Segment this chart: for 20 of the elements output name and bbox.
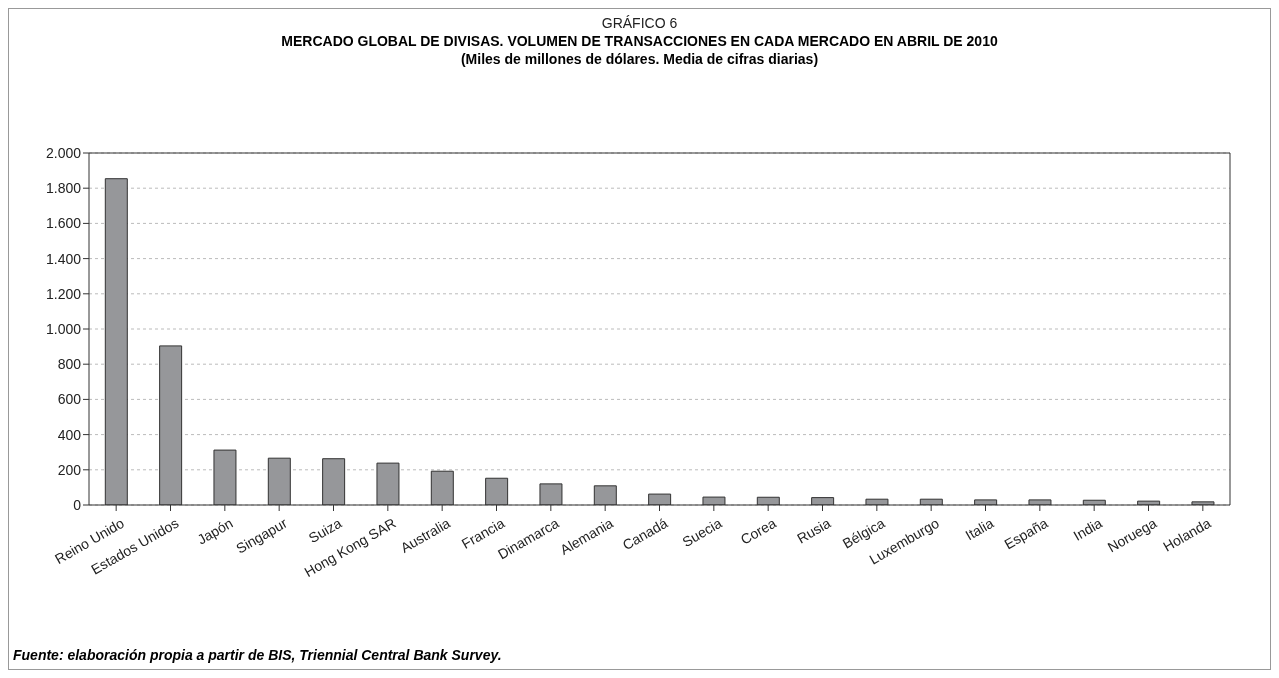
source-note: Fuente: elaboración propia a partir de BIS, Triennial Central Bank Survey.: [13, 647, 502, 663]
x-tick-label: Corea: [737, 514, 780, 548]
text: GRÁFICO 6: [600, 15, 679, 31]
x-tick-label: Rusia: [794, 514, 834, 547]
y-tick-label: 1.400: [45, 250, 82, 267]
y-tick-label: 0: [73, 496, 82, 513]
y-tick-label: 600: [57, 391, 82, 408]
y-tick-label: 800: [57, 356, 82, 373]
x-tick-label: Japón: [194, 514, 236, 548]
x-tick-label: India: [1070, 514, 1106, 544]
y-tick-label: 1.200: [45, 285, 82, 302]
y-tick-label: 400: [57, 426, 82, 443]
y-tick-label: 2.000: [45, 144, 82, 161]
y-tick-label: 1.600: [45, 215, 82, 232]
chart-subtitle: (Miles de millones de dólares. Media de cifras diarias): [459, 51, 820, 67]
y-tick-label: 200: [57, 461, 82, 478]
y-tick-label: 1.800: [45, 180, 82, 197]
chart-title: MERCADO GLOBAL DE DIVISAS. VOLUMEN DE TRANSACCIONES EN CADA MERCADO EN ABRIL DE 2010: [280, 33, 999, 49]
y-tick-label: 1.000: [45, 320, 82, 337]
x-tick-label: Italia: [962, 514, 997, 544]
